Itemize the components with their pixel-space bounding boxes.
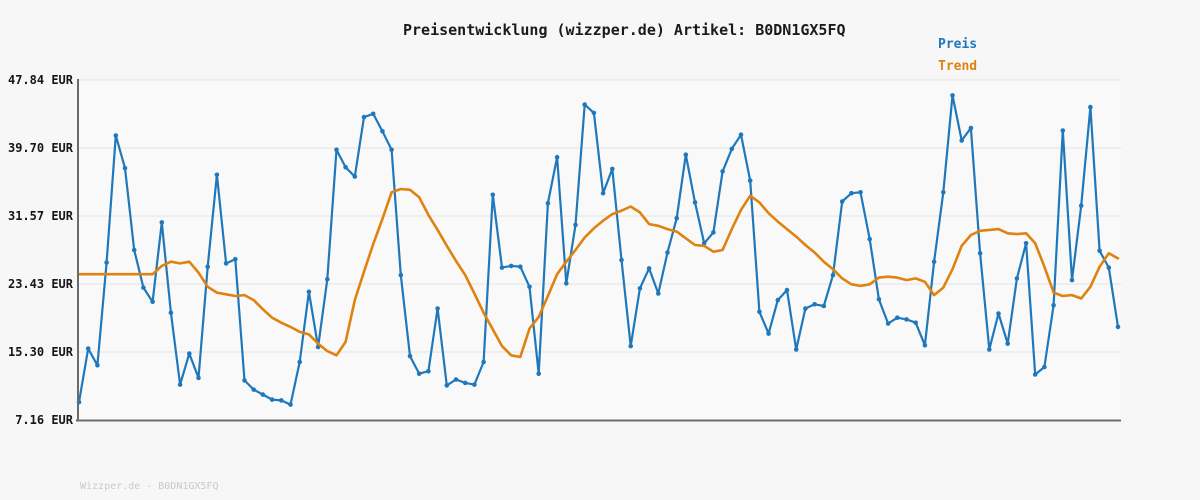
y-axis-tick-label: 15.30 EUR	[7, 344, 73, 359]
y-axis-tick-label: 39.70 EUR	[7, 141, 73, 156]
watermark-text: Wizzper.de - B0DN1GX5FQ	[80, 481, 219, 492]
y-axis-tick-label: 23.43 EUR	[7, 277, 73, 292]
y-axis-tick-label: 47.84 EUR	[7, 73, 73, 87]
legend-label-trend: Trend	[938, 59, 978, 74]
y-axis-tick-label: 31.57 EUR	[7, 208, 73, 223]
chart-title: Preisentwicklung (wizzper.de) Artikel: B…	[403, 21, 846, 39]
y-axis-tick-label: 7.16 EUR	[15, 413, 73, 427]
legend-label-preis: Preis	[938, 37, 978, 52]
